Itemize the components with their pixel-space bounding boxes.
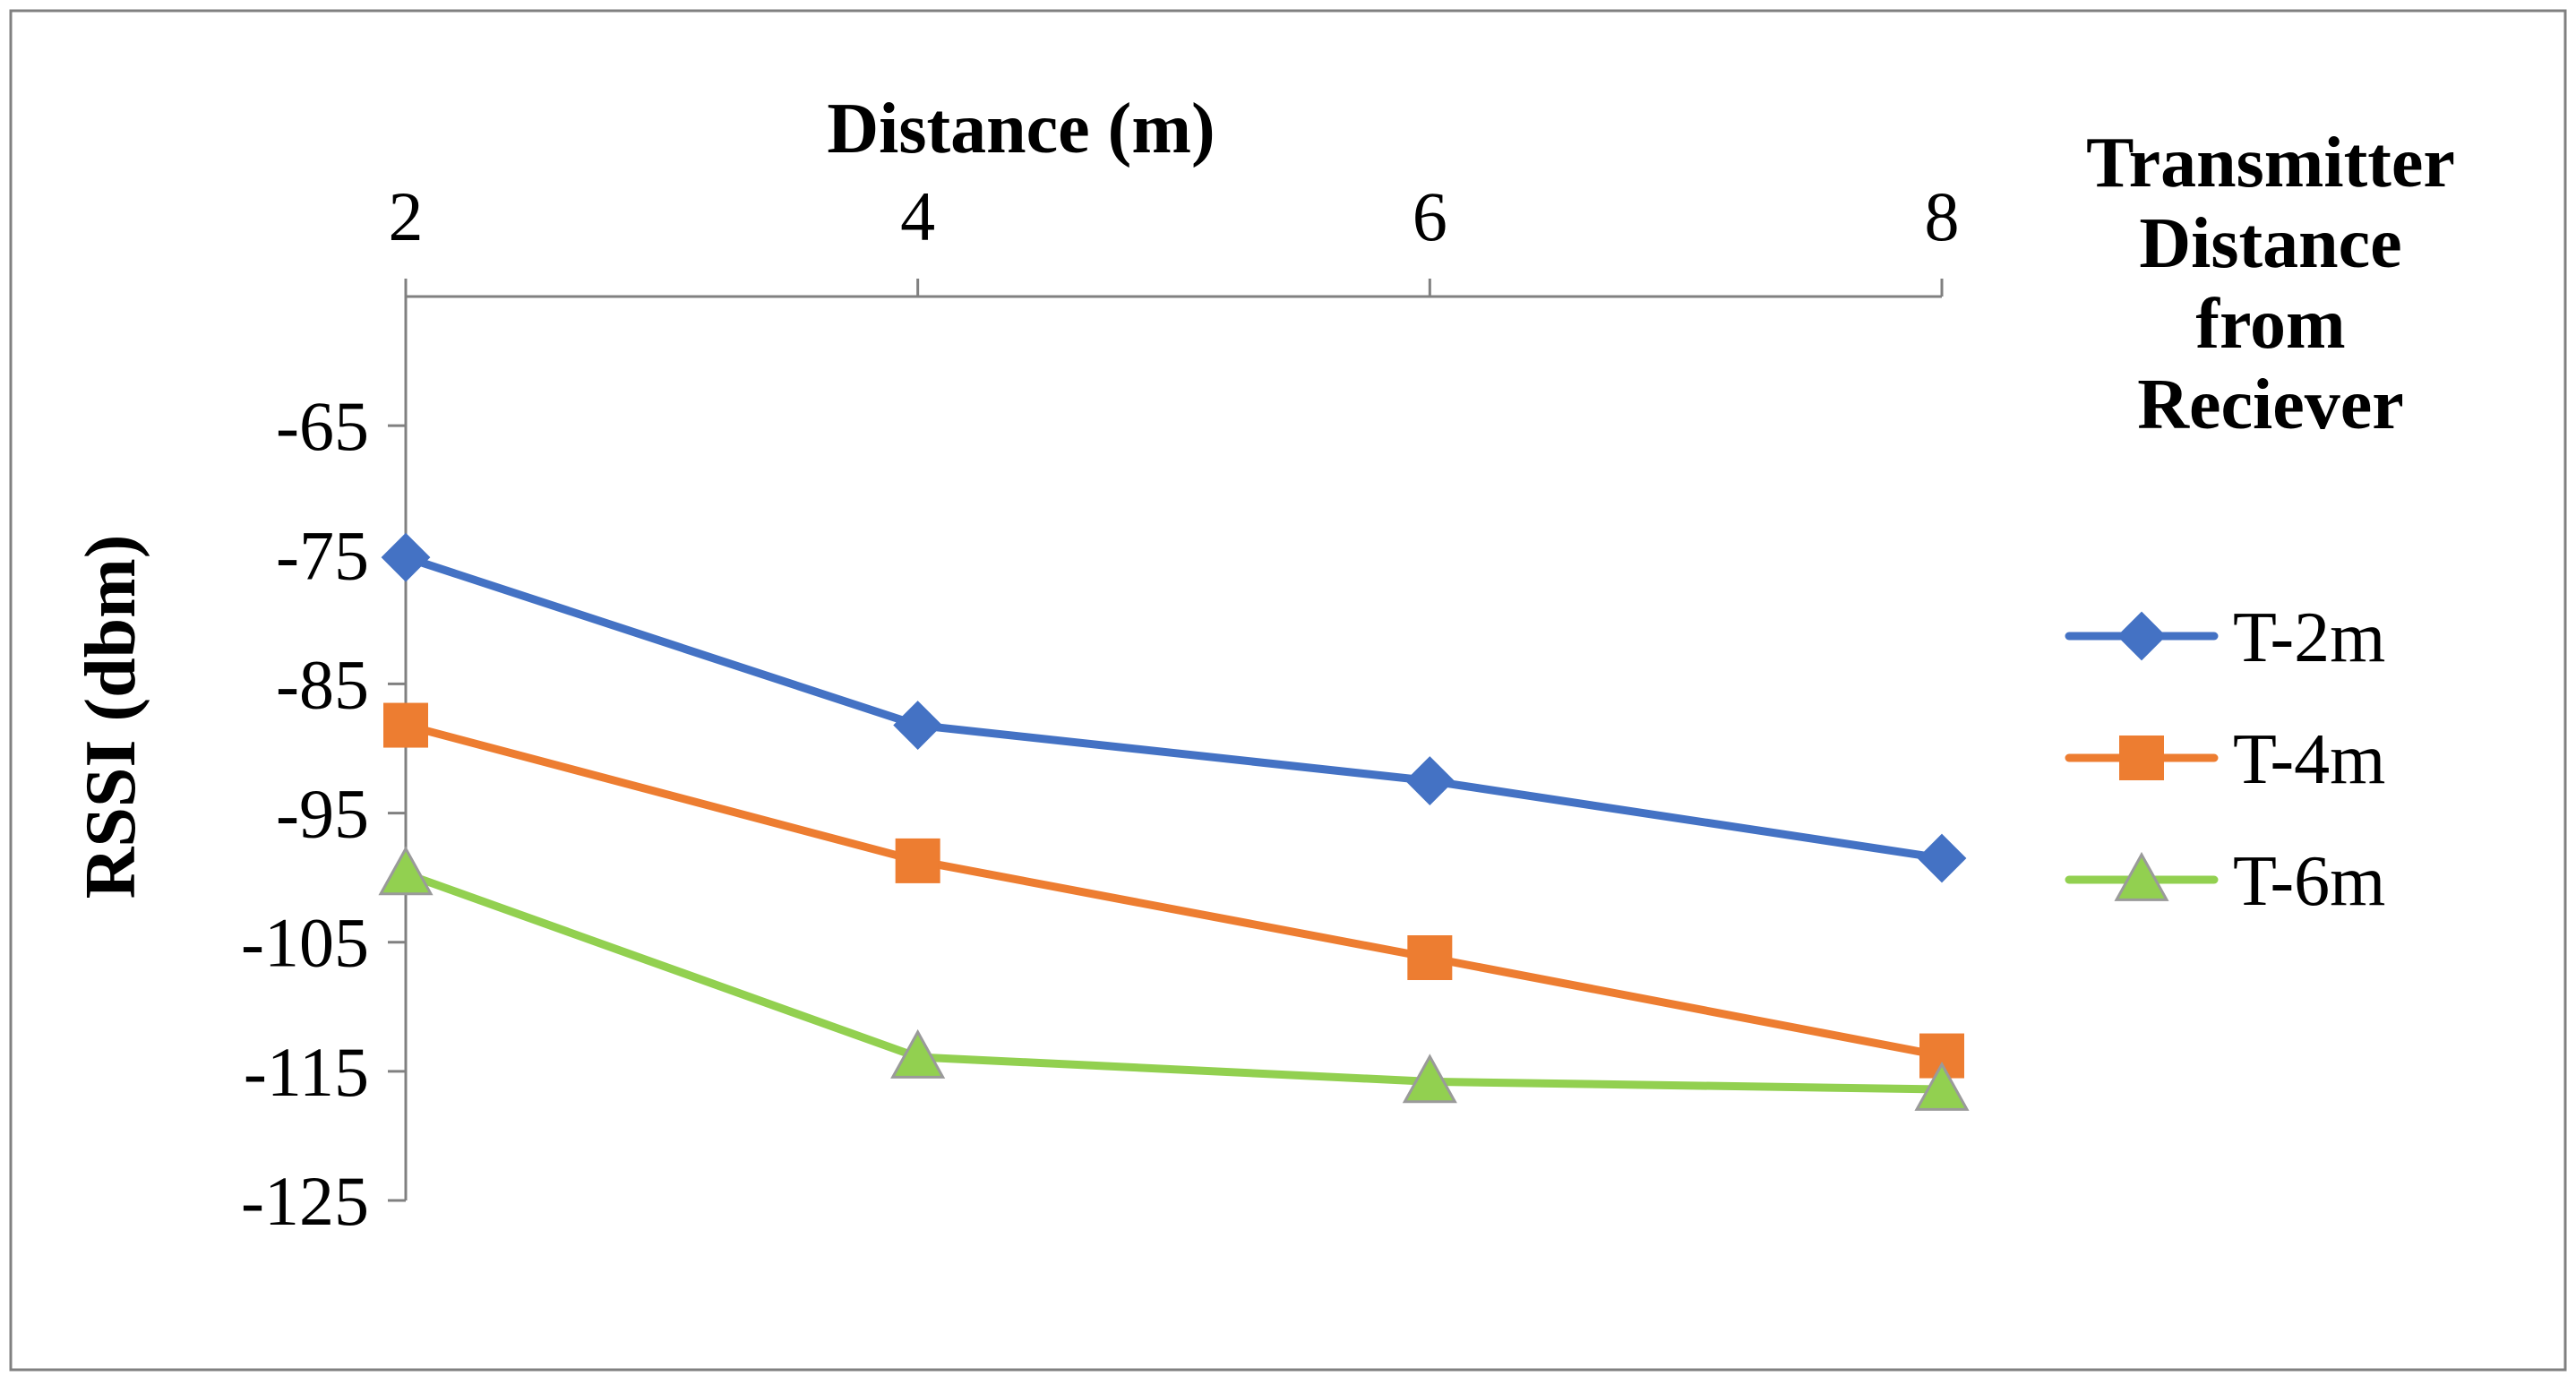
legend-title-line: Transmitter <box>2086 124 2455 202</box>
x-axis-title: Distance (m) <box>827 90 1215 168</box>
legend-item-t-2m: T-2m <box>2065 598 2385 677</box>
data-point-t-6m <box>378 846 434 896</box>
legend-title: Transmitter Distance from Reciever <box>2086 124 2455 444</box>
chart-border <box>9 9 2567 1372</box>
series-t-4m <box>383 702 1964 1079</box>
legend-label-t-2m: T-2m <box>2233 598 2385 677</box>
series-line-t-2m <box>401 553 1946 863</box>
data-point-t-6m <box>890 1028 946 1079</box>
axes-group: 2 4 6 8 -65 -75 -85 -95 -105 -115 -125 <box>241 177 1959 1240</box>
y-tick-label: -75 <box>276 516 369 594</box>
legend-item-t-6m: T-6m <box>2065 842 2385 921</box>
y-tick-label: -95 <box>276 775 369 853</box>
series-t-6m <box>378 846 1970 1111</box>
y-tick-label: -115 <box>244 1033 369 1111</box>
series-group <box>378 532 1970 1111</box>
data-point-t-6m <box>1914 1061 1970 1111</box>
legend-marker-t-4m <box>2119 736 2164 780</box>
x-tick-label: 2 <box>389 177 424 255</box>
y-axis-title: RSSI (dbm) <box>72 535 150 899</box>
x-tick-label: 6 <box>1413 177 1447 255</box>
y-tick-label: -125 <box>241 1162 369 1240</box>
x-tick-label: 8 <box>1925 177 1960 255</box>
legend: T-2m T-4m T-6m <box>2065 598 2385 921</box>
data-point-t-2m <box>893 701 943 750</box>
legend-title-line: Distance <box>2139 204 2401 283</box>
legend-item-t-4m: T-4m <box>2065 720 2385 799</box>
data-point-t-2m <box>1917 833 1967 883</box>
legend-label-t-4m: T-4m <box>2233 720 2385 799</box>
data-point-t-2m <box>1404 756 1455 805</box>
series-t-2m <box>381 532 1967 883</box>
series-line-t-4m <box>401 721 1946 1061</box>
series-line-t-6m <box>401 869 1946 1094</box>
data-point-t-4m <box>895 838 940 883</box>
y-tick-label: -85 <box>276 645 369 723</box>
y-tick-label: -65 <box>276 387 369 465</box>
data-point-t-4m <box>383 702 428 748</box>
legend-label-t-6m: T-6m <box>2233 842 2385 921</box>
legend-title-line: Reciever <box>2137 366 2404 444</box>
data-point-t-6m <box>1402 1054 1457 1104</box>
legend-marker-t-6m <box>2114 851 2169 901</box>
data-point-t-2m <box>381 532 431 582</box>
x-tick-label: 4 <box>900 177 935 255</box>
y-tick-label: -105 <box>241 904 369 982</box>
data-point-t-4m <box>1407 935 1453 981</box>
legend-title-line: from <box>2195 285 2345 364</box>
legend-marker-t-2m <box>2117 611 2167 661</box>
